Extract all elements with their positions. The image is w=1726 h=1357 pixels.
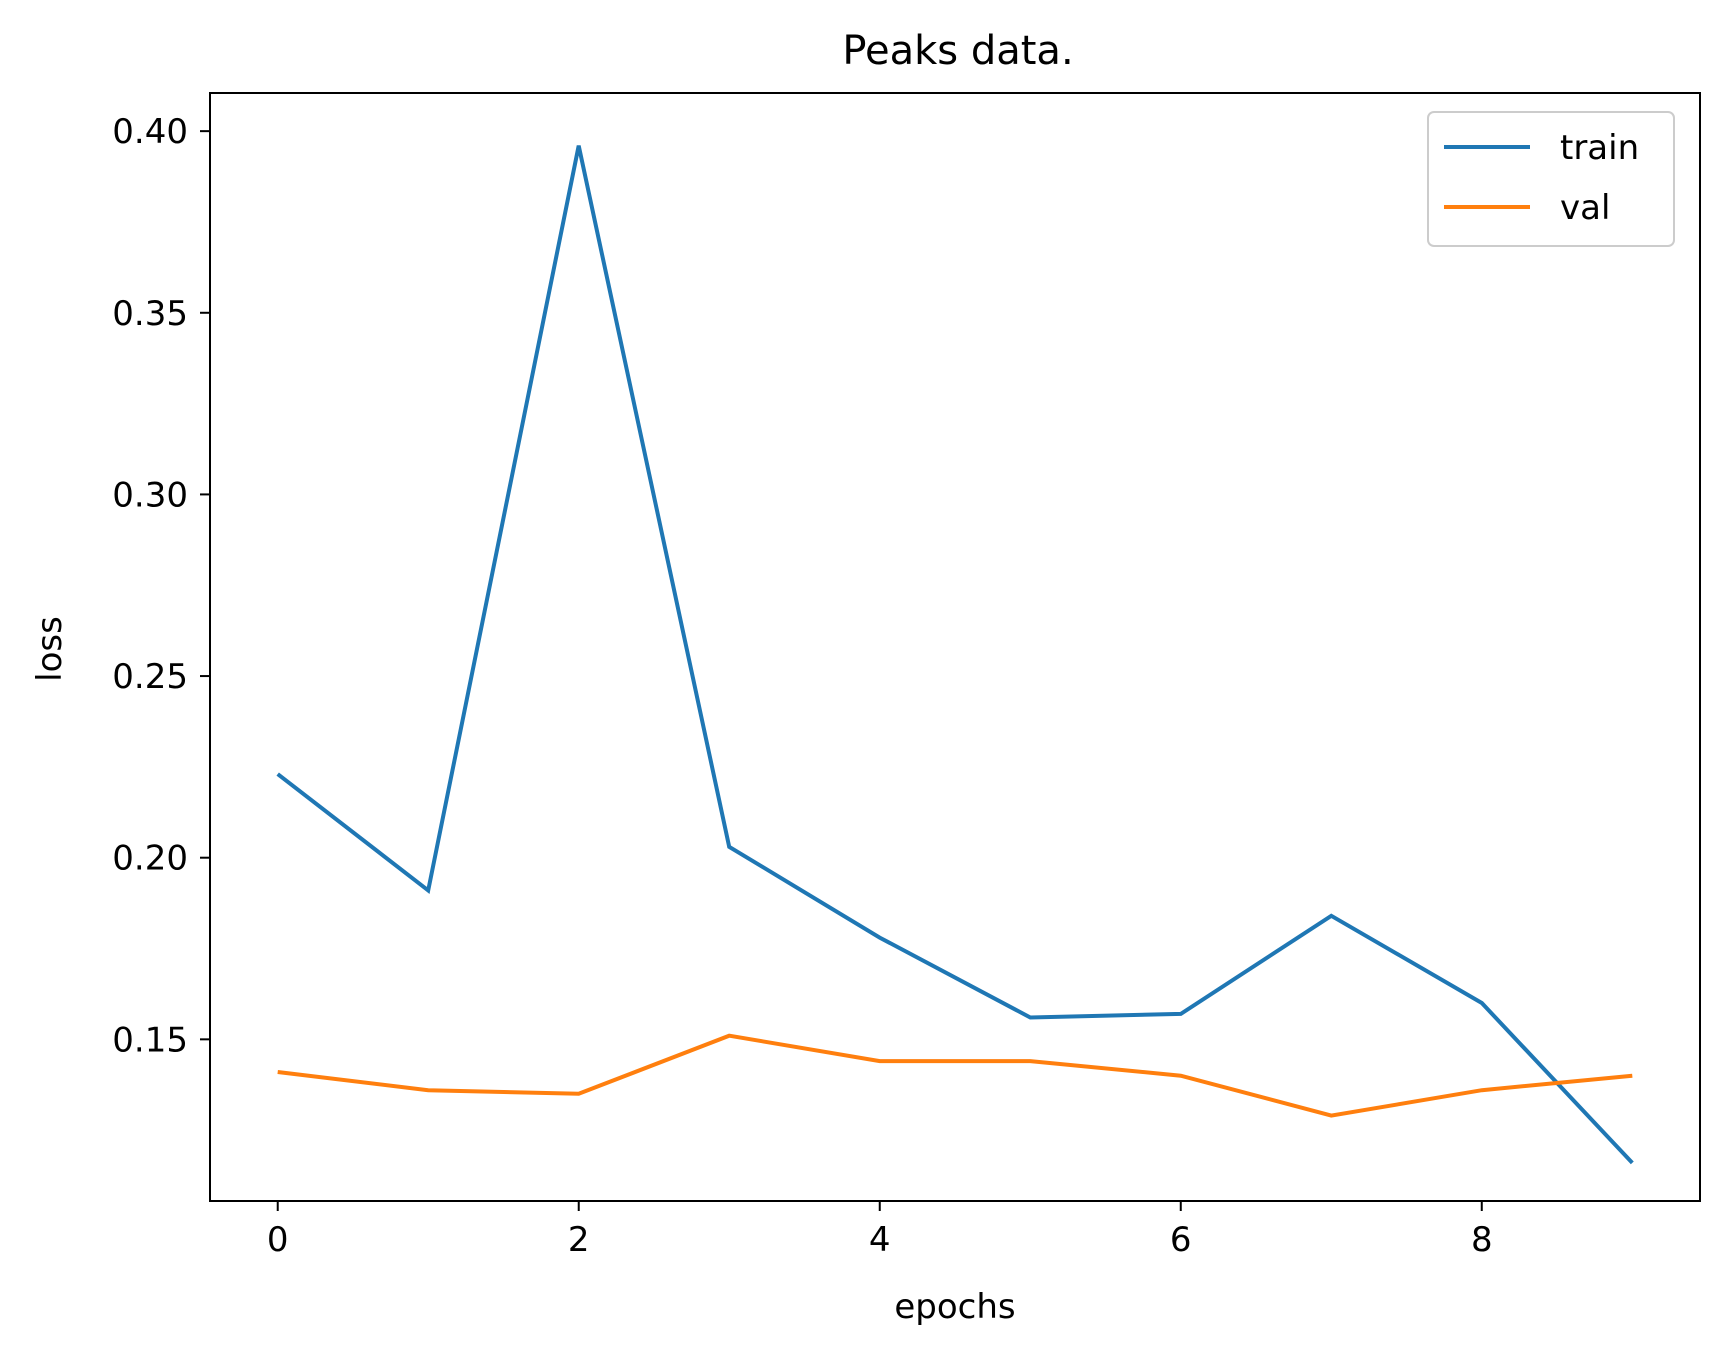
x-tick-label: 2 — [568, 1220, 590, 1260]
y-tick-label: 0.40 — [112, 112, 188, 152]
y-tick-label: 0.20 — [112, 839, 188, 879]
y-axis-title: loss — [30, 616, 70, 682]
plot-frame — [209, 92, 1701, 1202]
x-tick-label: 0 — [267, 1220, 289, 1260]
x-axis-ticks: 0 2 4 6 8 — [267, 1201, 1493, 1260]
series-line-train — [276, 145, 1634, 1165]
series-line-val — [277, 1033, 1633, 1118]
y-tick-label: 0.35 — [112, 294, 188, 334]
x-tick-label: 8 — [1471, 1220, 1493, 1260]
x-axis-title: epochs — [894, 1287, 1015, 1327]
y-axis-ticks: 0.15 0.20 0.25 0.30 0.35 0.40 — [112, 112, 210, 1060]
x-tick-label: 6 — [1170, 1220, 1192, 1260]
x-tick-label: 4 — [869, 1220, 891, 1260]
legend-label-val: val — [1560, 188, 1610, 228]
series-lines — [276, 145, 1634, 1165]
y-tick-label: 0.15 — [112, 1020, 188, 1060]
chart-title: Peaks data. — [842, 28, 1073, 74]
legend-label-train: train — [1560, 128, 1639, 168]
y-tick-label: 0.30 — [112, 475, 188, 515]
y-tick-label: 0.25 — [112, 657, 188, 697]
legend: train val — [1427, 111, 1675, 247]
